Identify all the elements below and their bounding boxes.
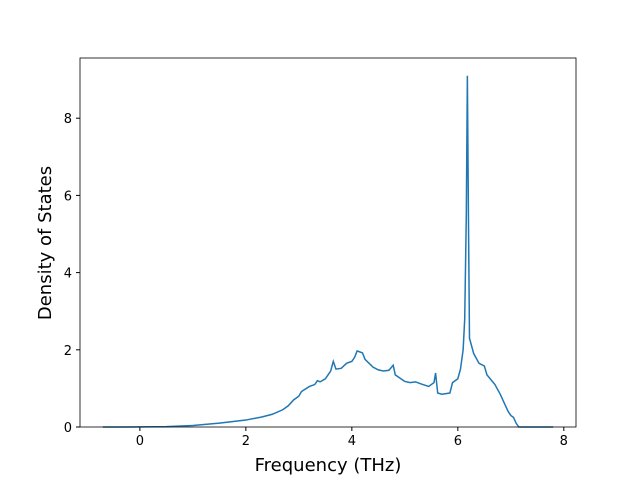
x-tick-label: 2 bbox=[242, 434, 250, 449]
x-tick-label: 4 bbox=[348, 434, 356, 449]
x-tick-label: 0 bbox=[136, 434, 144, 449]
x-tick-label: 8 bbox=[560, 434, 568, 449]
y-tick-label: 4 bbox=[64, 267, 72, 282]
plot-frame bbox=[79, 57, 577, 428]
y-tick-label: 6 bbox=[64, 189, 72, 204]
y-tick-label: 8 bbox=[64, 112, 72, 127]
y-tick-label: 2 bbox=[64, 344, 72, 359]
line bbox=[102, 75, 554, 428]
y-tick-label: 0 bbox=[64, 421, 72, 436]
y-axis-label: Density of States bbox=[35, 166, 56, 320]
x-tick-label: 6 bbox=[454, 434, 462, 449]
x-axis-label: Frequency (THz) bbox=[255, 455, 402, 476]
